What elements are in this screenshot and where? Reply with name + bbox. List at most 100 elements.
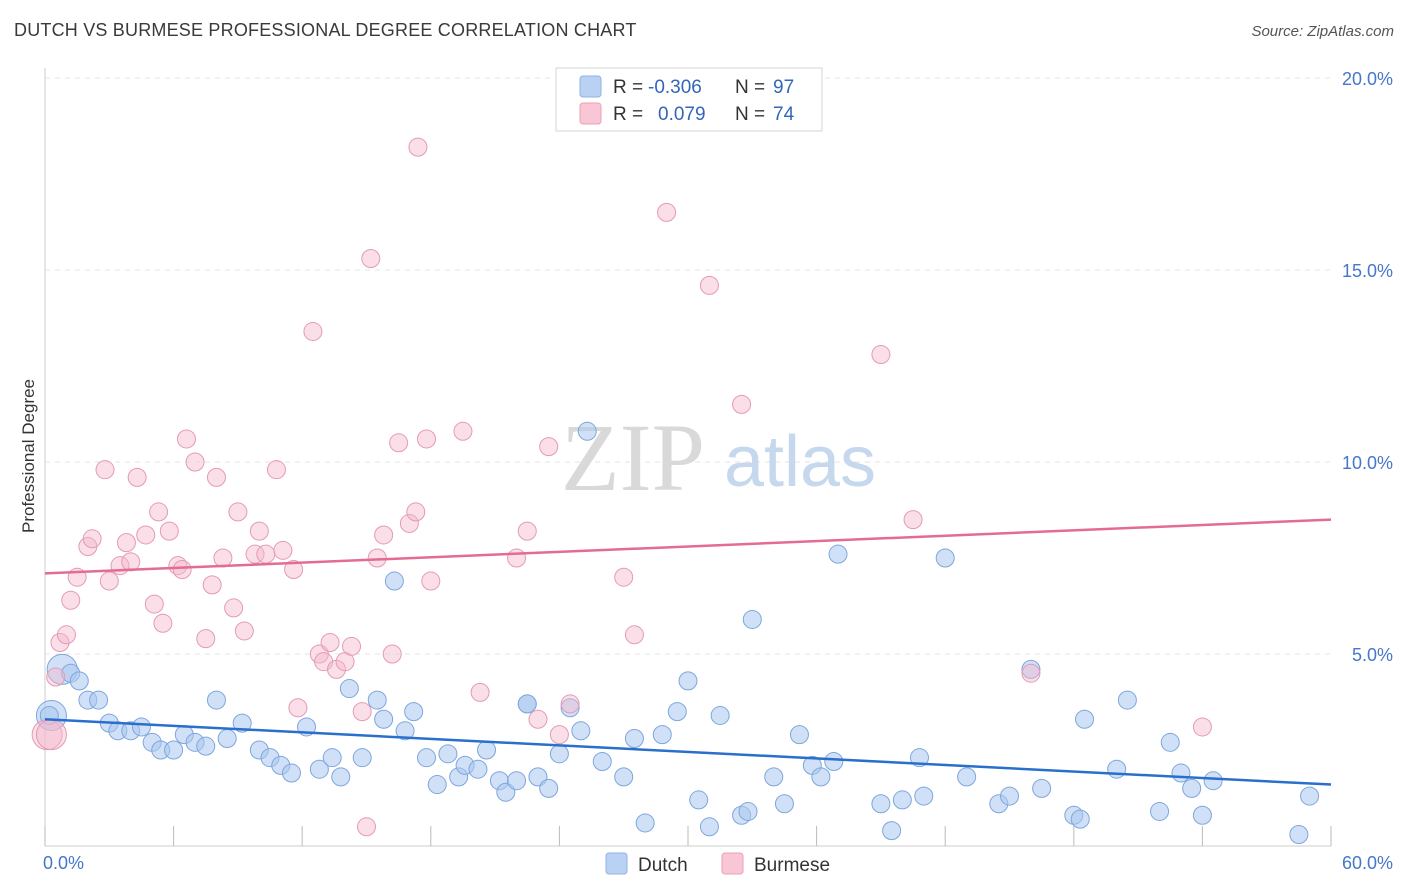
burmese-point (144, 594, 164, 614)
legend-r-label-dutch: R = (613, 77, 643, 98)
dutch-point (882, 821, 902, 841)
burmese-point (352, 702, 372, 722)
dutch-point (309, 759, 329, 779)
legend-n-label-burmese: N = (735, 104, 765, 125)
dutch-point (404, 702, 424, 722)
x-axis-ticks (44, 826, 1332, 846)
series-dutch (35, 421, 1320, 844)
burmese-point (228, 502, 248, 522)
burmese-point (284, 560, 304, 580)
dutch-point (549, 744, 569, 764)
dutch-point (217, 728, 237, 748)
burmese-point (320, 632, 340, 652)
burmese-point (234, 621, 254, 641)
y-axis-label: Professional Degree (19, 379, 38, 533)
dutch-point (164, 740, 184, 760)
burmese-point (357, 817, 376, 837)
burmese-point (417, 429, 437, 449)
dutch-point (367, 690, 387, 710)
dutch-point (1150, 801, 1170, 821)
legend-swatch-dutch (579, 75, 602, 98)
burmese-point (871, 344, 891, 364)
dutch-point (69, 671, 89, 691)
burmese-point (389, 433, 409, 453)
burmese-point (408, 137, 428, 157)
dutch-point (438, 744, 458, 764)
dutch-point (892, 790, 912, 810)
dutch-point (339, 679, 359, 699)
burmese-point (50, 632, 70, 652)
dutch-point (517, 694, 537, 714)
burmese-point (1192, 717, 1212, 737)
burmese-point (185, 452, 205, 472)
dutch-point (1107, 759, 1127, 779)
watermark-zip: ZIP (561, 404, 705, 511)
burmese-point (46, 667, 66, 687)
burmese-point (95, 460, 115, 480)
y-tick-label: 10.0% (1342, 453, 1393, 473)
dutch-point (1171, 763, 1191, 783)
chart-title: DUTCH VS BURMESE PROFESSIONAL DEGREE COR… (14, 20, 637, 40)
burmese-point (245, 544, 265, 564)
x-tick-label-min: 0.0% (43, 853, 84, 873)
burmese-trend-line (44, 518, 1332, 575)
burmese-point (273, 540, 293, 560)
dutch-point (1032, 778, 1052, 798)
legend-r-value-burmese: 0.079 (658, 104, 706, 125)
dutch-point (1075, 709, 1095, 729)
dutch-point (395, 721, 415, 741)
dutch-point (678, 671, 698, 691)
burmese-point (560, 694, 580, 714)
burmese-point (507, 548, 527, 568)
burmese-point (99, 571, 119, 591)
dutch-point (507, 771, 527, 791)
watermark-atlas: atlas (724, 422, 876, 502)
dutch-point (427, 775, 447, 795)
series-legend-swatch-burmese (721, 852, 744, 875)
burmese-point (1021, 663, 1041, 683)
dutch-point (667, 702, 687, 722)
burmese-point (127, 467, 147, 487)
burmese-point (399, 513, 419, 533)
dutch-point (1192, 805, 1212, 825)
legend-r-label-burmese: R = (613, 104, 643, 125)
dutch-point (539, 778, 559, 798)
dutch-point (1000, 786, 1019, 806)
dutch-point (571, 721, 591, 741)
legend-n-value-burmese: 74 (773, 104, 795, 125)
burmese-point (903, 510, 923, 530)
burmese-point (406, 502, 426, 522)
burmese-point (614, 567, 634, 587)
dutch-point (699, 817, 719, 837)
burmese-point (61, 590, 81, 610)
watermark: ZIP atlas (561, 404, 876, 511)
legend-r-value-dutch: -0.306 (648, 77, 702, 98)
burmese-point (624, 625, 644, 645)
burmese-point (196, 629, 216, 649)
burmese-point (421, 571, 441, 591)
dutch-point (738, 801, 758, 821)
burmese-point (206, 467, 226, 487)
dutch-point (1070, 809, 1090, 829)
dutch-point (909, 748, 929, 768)
burmese-point (470, 682, 490, 702)
dutch-point (742, 609, 762, 629)
series-legend-swatch-dutch (605, 852, 628, 875)
dutch-point (281, 763, 301, 783)
series-legend-label-burmese: Burmese (754, 855, 830, 876)
burmese-point (539, 437, 559, 457)
x-tick-label-max: 60.0% (1342, 853, 1393, 873)
legend-n-label-dutch: N = (735, 77, 765, 98)
gridlines (45, 77, 1331, 655)
burmese-point (249, 521, 269, 541)
dutch-point (914, 786, 934, 806)
burmese-point (453, 421, 473, 441)
dutch-point (774, 794, 794, 814)
burmese-point (374, 525, 394, 545)
dutch-point (1160, 732, 1180, 752)
dutch-point (689, 790, 709, 810)
burmese-point (382, 644, 402, 664)
dutch-point (824, 752, 844, 772)
burmese-point (224, 598, 244, 618)
